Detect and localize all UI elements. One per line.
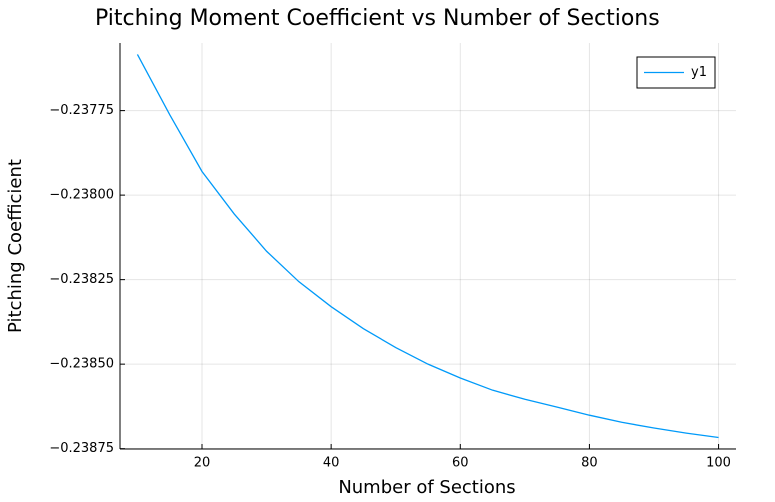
x-tick-label: 20: [194, 456, 211, 471]
y-tick-label: −0.23850: [49, 357, 114, 372]
x-axis-label: Number of Sections: [338, 477, 515, 498]
x-tick-label: 60: [452, 456, 469, 471]
legend-label: y1: [691, 65, 707, 80]
y-axis-label: Pitching Coefficient: [5, 159, 26, 333]
y-tick-label: −0.23825: [49, 272, 114, 287]
line: [136, 54, 719, 439]
y-tick-label: −0.23875: [49, 441, 114, 456]
y-tick-label: −0.23800: [49, 188, 114, 203]
y-tick-label: −0.23775: [49, 103, 114, 118]
x-tick-label: 100: [706, 456, 731, 471]
x-tick-label: 80: [581, 456, 598, 471]
chart-title: Pitching Moment Coefficient vs Number of…: [95, 6, 660, 31]
x-tick-label: 40: [323, 456, 340, 471]
